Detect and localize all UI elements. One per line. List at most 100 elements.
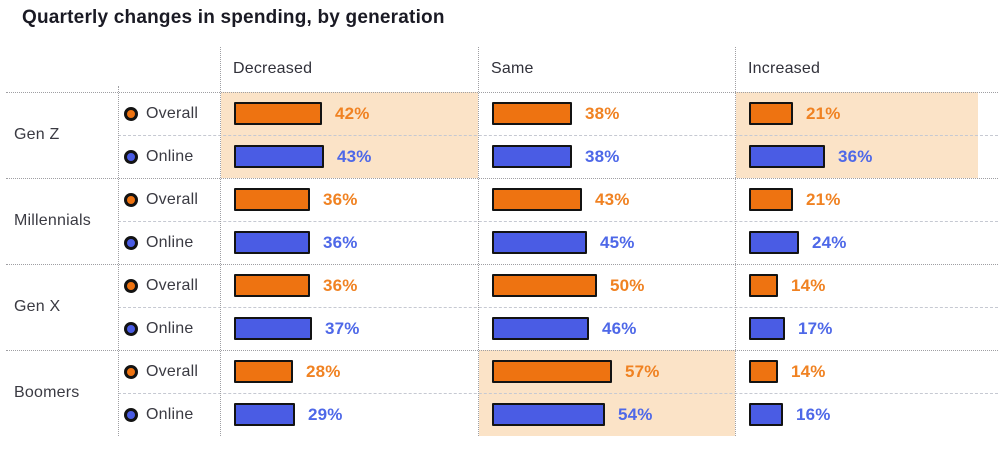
value-millennials-overall-same: 43%: [595, 189, 630, 209]
overall-dot-icon: [124, 278, 138, 293]
bar-gen-x-online-decreased: [234, 317, 312, 340]
cell-millennials-online-decreased: 36%: [234, 221, 476, 264]
grid-vline: [735, 47, 736, 436]
bar-millennials-online-same: [492, 231, 587, 254]
value-gen-x-online-same: 46%: [602, 318, 637, 338]
cell-millennials-overall-decreased: 36%: [234, 178, 476, 221]
value-boomers-overall-increased: 14%: [791, 361, 826, 381]
column-header-increased: Increased: [748, 59, 821, 77]
series-label-online: Online: [124, 307, 218, 350]
row-label-gen-z: Gen Z: [14, 126, 60, 143]
value-boomers-online-increased: 16%: [796, 404, 831, 424]
series-label-text: Overall: [146, 362, 199, 380]
series-label-text: Online: [146, 405, 194, 423]
cell-boomers-overall-same: 57%: [492, 350, 733, 393]
series-label-overall: Overall: [124, 92, 218, 135]
value-gen-x-overall-increased: 14%: [791, 275, 826, 295]
value-gen-z-overall-same: 38%: [585, 103, 620, 123]
cell-gen-x-overall-increased: 14%: [749, 264, 976, 307]
series-label-text: Overall: [146, 104, 199, 122]
cell-gen-z-overall-decreased: 42%: [234, 92, 476, 135]
column-header-same: Same: [491, 59, 534, 77]
value-gen-x-online-decreased: 37%: [325, 318, 360, 338]
bar-gen-x-online-increased: [749, 317, 785, 340]
series-label-text: Online: [146, 233, 194, 251]
value-boomers-online-same: 54%: [618, 404, 653, 424]
value-gen-x-overall-decreased: 36%: [323, 275, 358, 295]
cell-gen-z-overall-increased: 21%: [749, 92, 976, 135]
value-gen-z-online-decreased: 43%: [337, 146, 372, 166]
grid-subline: [118, 393, 998, 394]
chart-table: Decreased Same Increased Gen Z Overall 42%…: [6, 45, 998, 436]
bar-gen-z-online-decreased: [234, 145, 324, 168]
chart-title: Quarterly changes in spending, by genera…: [22, 7, 445, 28]
cell-millennials-overall-same: 43%: [492, 178, 733, 221]
cell-millennials-overall-increased: 21%: [749, 178, 976, 221]
cell-gen-x-online-decreased: 37%: [234, 307, 476, 350]
online-dot-icon: [124, 149, 138, 164]
bar-gen-x-overall-same: [492, 274, 597, 297]
bar-gen-x-online-same: [492, 317, 589, 340]
bar-millennials-online-decreased: [234, 231, 310, 254]
online-dot-icon: [124, 235, 138, 250]
bar-boomers-overall-decreased: [234, 360, 293, 383]
value-gen-z-overall-decreased: 42%: [335, 103, 370, 123]
overall-dot-icon: [124, 364, 138, 379]
row-label-boomers: Boomers: [14, 384, 80, 401]
bar-gen-x-overall-increased: [749, 274, 778, 297]
bar-gen-z-overall-increased: [749, 102, 793, 125]
grid-hline: [6, 178, 998, 179]
series-label-text: Overall: [146, 276, 199, 294]
grid-subline: [118, 307, 998, 308]
bar-boomers-online-increased: [749, 403, 783, 426]
value-gen-z-online-increased: 36%: [838, 146, 873, 166]
cell-gen-x-online-same: 46%: [492, 307, 733, 350]
cell-millennials-online-increased: 24%: [749, 221, 976, 264]
online-dot-icon: [124, 407, 138, 422]
bar-millennials-overall-increased: [749, 188, 793, 211]
bar-millennials-online-increased: [749, 231, 799, 254]
series-label-overall: Overall: [124, 264, 218, 307]
value-millennials-online-increased: 24%: [812, 232, 847, 252]
cell-boomers-online-increased: 16%: [749, 393, 976, 436]
series-label-text: Online: [146, 147, 194, 165]
cell-boomers-overall-increased: 14%: [749, 350, 976, 393]
cell-millennials-online-same: 45%: [492, 221, 733, 264]
grid-hline: [6, 264, 998, 265]
value-gen-x-overall-same: 50%: [610, 275, 645, 295]
value-boomers-overall-decreased: 28%: [306, 361, 341, 381]
cell-gen-x-online-increased: 17%: [749, 307, 976, 350]
column-header-decreased: Decreased: [233, 59, 313, 77]
bar-millennials-overall-same: [492, 188, 582, 211]
bar-boomers-online-same: [492, 403, 605, 426]
series-label-overall: Overall: [124, 350, 218, 393]
value-boomers-overall-same: 57%: [625, 361, 660, 381]
row-label-millennials: Millennials: [14, 212, 91, 229]
value-millennials-online-same: 45%: [600, 232, 635, 252]
online-dot-icon: [124, 321, 138, 336]
cell-boomers-online-decreased: 29%: [234, 393, 476, 436]
cell-gen-z-online-same: 38%: [492, 135, 733, 178]
grid-hline: [6, 92, 998, 93]
value-gen-z-online-same: 38%: [585, 146, 620, 166]
grid-vline: [478, 47, 479, 436]
series-label-text: Overall: [146, 190, 199, 208]
bar-gen-z-overall-decreased: [234, 102, 322, 125]
bar-boomers-overall-increased: [749, 360, 778, 383]
cell-gen-x-overall-same: 50%: [492, 264, 733, 307]
grid-vline: [220, 47, 221, 436]
bar-millennials-overall-decreased: [234, 188, 310, 211]
value-gen-z-overall-increased: 21%: [806, 103, 841, 123]
bar-gen-z-online-same: [492, 145, 572, 168]
value-gen-x-online-increased: 17%: [798, 318, 833, 338]
cell-boomers-overall-decreased: 28%: [234, 350, 476, 393]
bar-gen-z-overall-same: [492, 102, 572, 125]
cell-gen-z-overall-same: 38%: [492, 92, 733, 135]
cell-gen-z-online-increased: 36%: [749, 135, 976, 178]
value-millennials-overall-increased: 21%: [806, 189, 841, 209]
value-millennials-online-decreased: 36%: [323, 232, 358, 252]
grid-subline: [118, 135, 998, 136]
bar-gen-z-online-increased: [749, 145, 825, 168]
grid-vline: [118, 86, 119, 436]
